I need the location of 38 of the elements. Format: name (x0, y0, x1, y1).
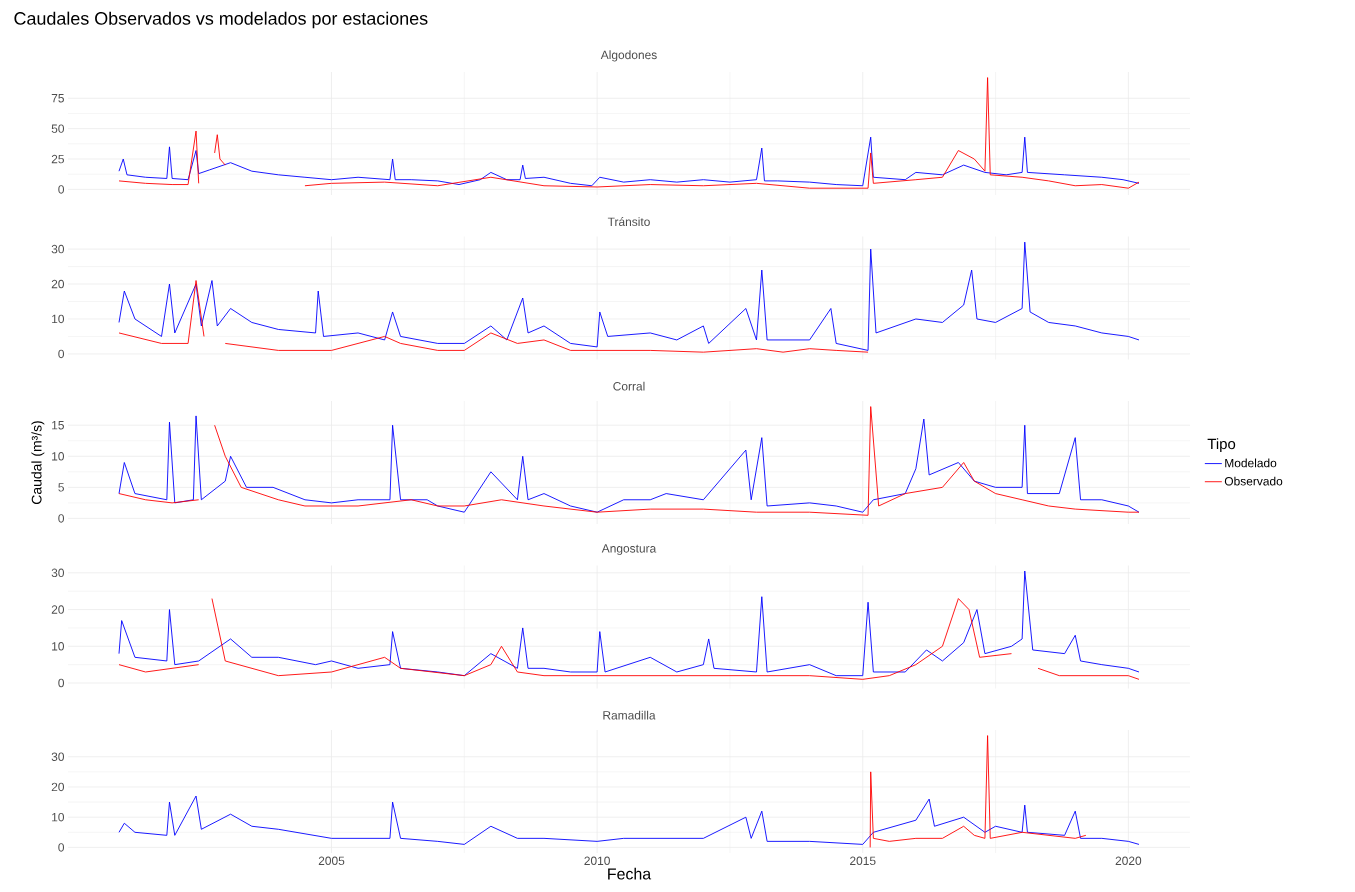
text: Caudales Observados vs modelados por estaciones (14, 11, 428, 29)
legend-label: Modelado (1225, 458, 1277, 468)
chart-title: Angostura (601, 544, 657, 556)
chart-title: Algodones (600, 50, 657, 62)
y-tick-label: 5 (58, 483, 64, 492)
x-tick-label: 2020 (1115, 856, 1142, 865)
y-tick-label: 10 (52, 452, 65, 461)
y-tick-label: 0 (58, 843, 65, 852)
y-tick-label: 30 (51, 752, 65, 761)
y-tick-label: 0 (58, 678, 65, 688)
x-tick-label: 2005 (318, 856, 345, 865)
y-tick-label: 15 (52, 421, 64, 430)
y-tick-label: 50 (51, 124, 65, 133)
legend-title: Tipo (1207, 438, 1236, 453)
y-tick-label: 30 (51, 568, 65, 578)
y-tick-label: 10 (52, 812, 65, 822)
y-tick-label: 10 (52, 642, 65, 651)
y-tick-label: 30 (51, 244, 65, 254)
y-tick-label: 0 (58, 514, 65, 523)
x-axis-title: Fecha (608, 867, 652, 880)
y-tick-label: 75 (51, 94, 64, 103)
y-tick-label: 10 (52, 314, 65, 324)
y-tick-label: 20 (51, 782, 65, 792)
line-series (118, 136, 1140, 187)
y-tick-label: 20 (51, 605, 65, 614)
legend-label: Observado (1224, 476, 1283, 486)
x-tick-label: 2015 (850, 856, 876, 865)
chart-title: Tránsito (607, 217, 650, 226)
chart-title: Corral (613, 381, 645, 391)
y-tick-label: 0 (58, 185, 65, 194)
y-tick-label: 25 (51, 154, 64, 164)
x-tick-label: 2010 (584, 856, 610, 865)
line-series (118, 570, 1140, 677)
line-series (118, 241, 1140, 351)
y-tick-label: 20 (51, 279, 65, 289)
y-axis-title: Caudal (m³/s) (31, 421, 45, 505)
chart-title: Ramadilla (603, 710, 656, 720)
y-tick-label: 0 (58, 349, 65, 359)
